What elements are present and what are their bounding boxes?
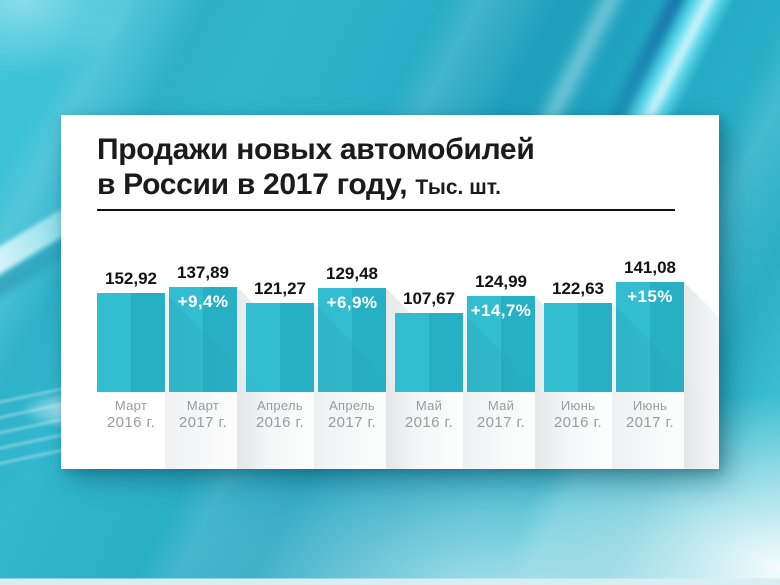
bar-value-label: 107,67 (383, 289, 475, 309)
bar-value-label: 129,48 (306, 264, 398, 284)
bar: +6,9% (318, 288, 386, 392)
chart-card: Продажи новых автомобилей в России в 201… (61, 115, 719, 469)
bar-value-label: 122,63 (532, 279, 624, 299)
bar-delta-label: +15% (616, 282, 684, 307)
bar-fill (395, 313, 463, 392)
bar-chart: 152,92 Март 2016 г. +9,4% 137,89 Март 20… (97, 115, 719, 469)
bar (246, 303, 314, 392)
bar-year-label: 2017 г. (604, 413, 696, 432)
bar (395, 313, 463, 392)
bar-fill (544, 303, 612, 392)
bar: +15% (616, 282, 684, 392)
bar (97, 293, 165, 392)
bar-delta-label: +14,7% (467, 296, 535, 321)
infographic-stage: Продажи новых автомобилей в России в 201… (0, 0, 780, 585)
bar (544, 303, 612, 392)
bar: +14,7% (467, 296, 535, 392)
bar-month-label: Июнь (604, 398, 696, 413)
bar-fill (97, 293, 165, 392)
bar-delta-label: +6,9% (318, 288, 386, 313)
bar-delta-label: +9,4% (169, 287, 237, 312)
bar-fill (246, 303, 314, 392)
bar-value-label: 141,08 (604, 258, 696, 278)
bar: +9,4% (169, 287, 237, 392)
bar-long-shadow (684, 282, 719, 469)
bar-category-label: Июнь 2017 г. (604, 398, 696, 432)
